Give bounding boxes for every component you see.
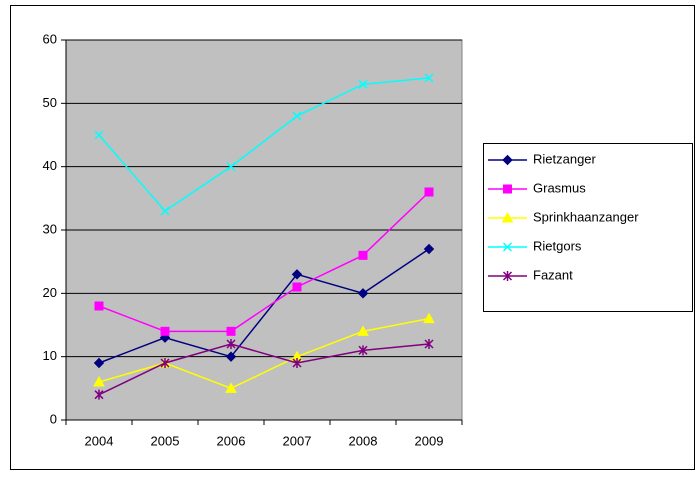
marker: [358, 79, 368, 89]
series-line: [98, 77, 430, 212]
legend-label: Grasmus: [533, 180, 586, 195]
legend: Rietzanger Grasmus Sprinkhaanzanger Rietgor…: [483, 143, 693, 312]
marker: [291, 269, 303, 280]
y-tick-label: 20: [43, 285, 57, 300]
legend-marker: [502, 154, 513, 166]
marker: [226, 326, 236, 336]
x-tick-label: 2006: [217, 433, 246, 448]
x-tick-label: 2009: [415, 433, 444, 448]
marker: [423, 243, 435, 255]
series-line: [98, 317, 430, 390]
marker: [424, 73, 434, 83]
x-tick-label: 2004: [85, 433, 114, 448]
legend-label: Fazant: [533, 267, 573, 282]
series-line: [98, 248, 430, 364]
marker: [423, 312, 435, 324]
y-tick-label: 0: [50, 411, 57, 426]
marker: [94, 301, 104, 311]
y-tick-label: 50: [43, 95, 57, 110]
legend-label: Rietgors: [533, 238, 582, 253]
legend-label: Sprinkhaanzanger: [533, 209, 639, 224]
marker: [160, 206, 170, 216]
marker: [226, 339, 236, 349]
series-line: [98, 191, 430, 333]
legend-marker: [502, 242, 513, 252]
marker: [292, 282, 302, 292]
marker: [358, 345, 368, 356]
marker: [94, 389, 104, 400]
legend-marker: [501, 211, 514, 223]
marker: [225, 351, 237, 362]
marker: [358, 250, 368, 260]
x-tick-label: 2008: [349, 433, 378, 448]
marker: [94, 130, 104, 140]
marker: [292, 358, 302, 368]
legend-marker: [502, 271, 513, 281]
y-tick-label: 40: [43, 158, 57, 173]
legend-box: [483, 143, 693, 312]
y-tick-label: 30: [43, 221, 57, 236]
legend-marker: [503, 184, 512, 194]
marker: [226, 162, 236, 172]
y-tick-label: 60: [43, 31, 57, 46]
y-tick-label: 10: [43, 348, 57, 363]
x-tick-label: 2007: [283, 433, 312, 448]
legend-label: Rietzanger: [533, 151, 597, 166]
marker: [357, 325, 369, 336]
marker: [160, 326, 170, 336]
marker: [424, 339, 434, 349]
marker: [292, 111, 302, 121]
series-line: [98, 343, 430, 396]
marker: [93, 357, 105, 369]
x-tick-label: 2005: [151, 433, 180, 448]
marker: [160, 358, 170, 368]
marker: [424, 187, 434, 197]
marker: [225, 382, 237, 393]
marker: [357, 288, 369, 299]
marker: [93, 375, 105, 387]
